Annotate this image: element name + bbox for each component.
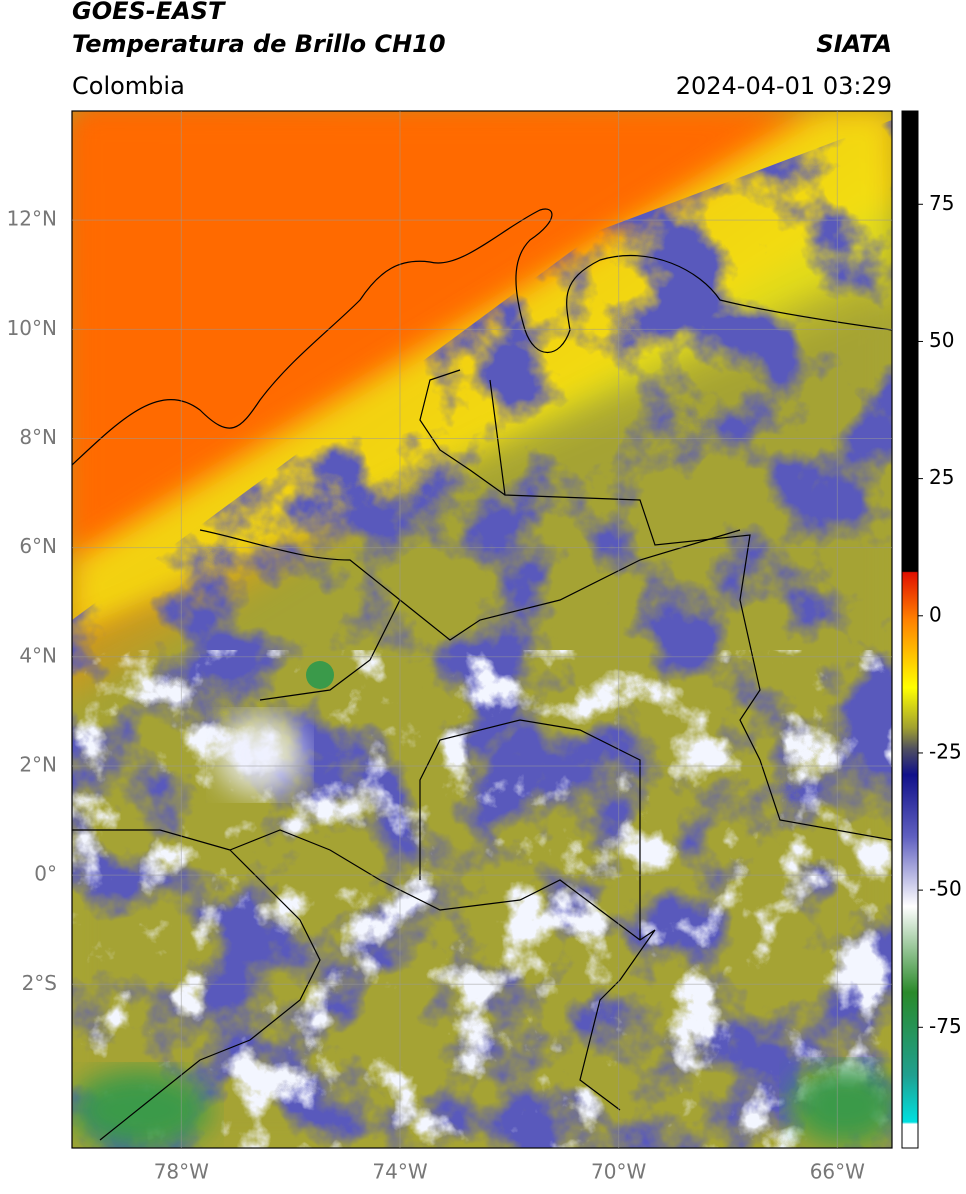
y-tick-label: 4°N bbox=[19, 643, 57, 667]
colorbar-label: -75 bbox=[929, 1014, 962, 1038]
satellite-image bbox=[72, 111, 892, 1148]
satellite-title: GOES-EAST bbox=[72, 0, 226, 25]
borders bbox=[72, 208, 892, 1141]
grid bbox=[72, 111, 892, 1148]
colorbar bbox=[901, 110, 919, 1149]
cold-top bbox=[72, 1070, 210, 1148]
x-tick-label: 78°W bbox=[154, 1160, 209, 1184]
x-tick-label: 66°W bbox=[810, 1160, 865, 1184]
colorbar-label: 0 bbox=[929, 602, 942, 626]
cold-top bbox=[215, 715, 305, 795]
agency: SIATA bbox=[816, 30, 892, 58]
y-tick-label: 0° bbox=[34, 862, 57, 886]
x-tick-label: 74°W bbox=[372, 1160, 427, 1184]
colorbar-label: 25 bbox=[929, 465, 954, 489]
y-tick-label: 2°S bbox=[22, 971, 57, 995]
colorbar-ticks: 75 50 25 0 -25 -50 -75 bbox=[918, 191, 962, 1038]
cold-top bbox=[306, 661, 334, 689]
colorbar-label: -50 bbox=[929, 877, 962, 901]
colorbar-label: -25 bbox=[929, 739, 962, 763]
cirrus bbox=[72, 650, 892, 1148]
map-frame bbox=[71, 110, 893, 1149]
x-tick-label: 70°W bbox=[591, 1160, 646, 1184]
y-tick-label: 8°N bbox=[19, 425, 57, 449]
colorbar-label: 50 bbox=[929, 328, 954, 352]
y-tick-label: 2°N bbox=[19, 752, 57, 776]
cold-top bbox=[790, 1065, 892, 1145]
y-tick-label: 12°N bbox=[7, 207, 57, 231]
colorbar-label: 75 bbox=[929, 191, 954, 215]
axes: 78°W 74°W 70°W 66°W 12°N 10°N 8°N 6°N 4°N 2°N 0° 2°… bbox=[7, 207, 866, 1184]
y-tick-label: 6°N bbox=[19, 534, 57, 558]
region: Colombia bbox=[72, 72, 185, 100]
y-tick-label: 10°N bbox=[7, 316, 57, 340]
product-title: Temperatura de Brillo CH10 bbox=[72, 30, 446, 58]
datetime: 2024-04-01 03:29 bbox=[676, 72, 892, 100]
